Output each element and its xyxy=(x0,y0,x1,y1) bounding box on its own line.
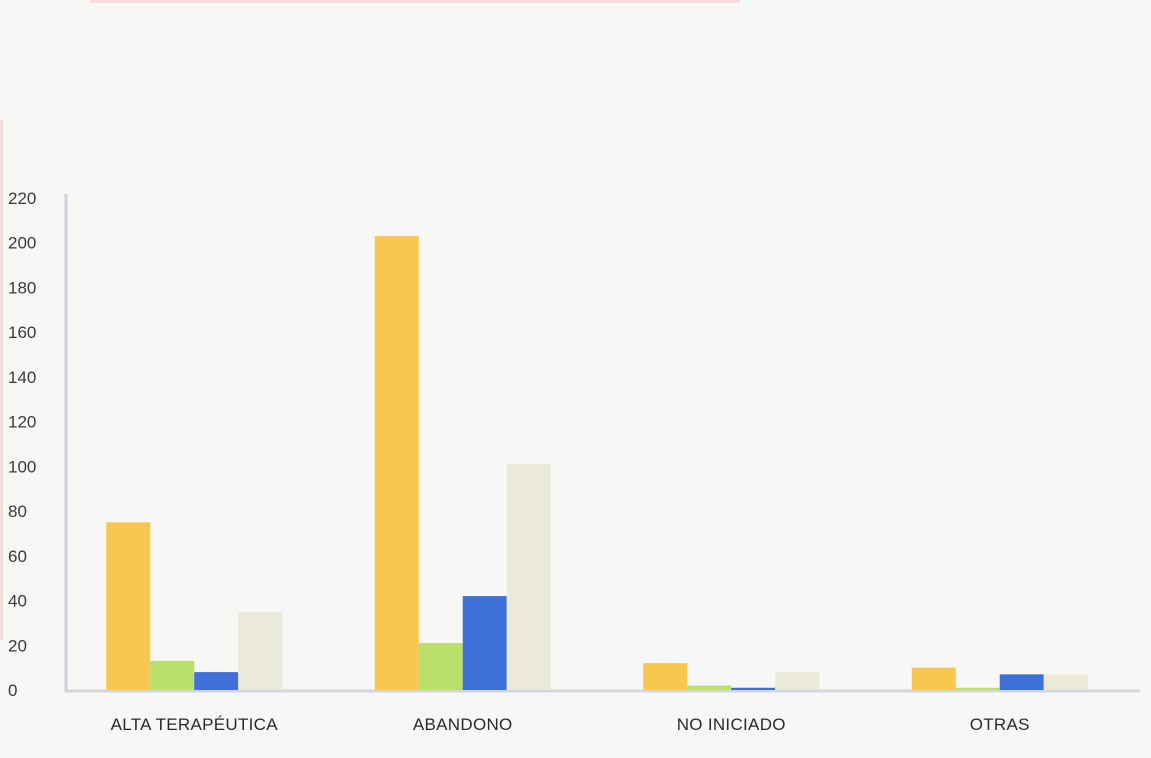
y-tick-label: 220 xyxy=(8,189,36,208)
bars xyxy=(106,236,1088,690)
bar-alta-terapéutica-s3 xyxy=(194,672,239,690)
y-tick-label: 0 xyxy=(8,681,17,700)
bar-alta-terapéutica-s1 xyxy=(106,522,151,690)
bar-abandono-s1 xyxy=(374,236,419,690)
bar-alta-terapéutica-s4 xyxy=(238,611,283,690)
y-axis: 0 20 40 60 80 100 120 140 160 180 200 220 xyxy=(8,189,68,700)
top-edge-mark xyxy=(90,0,740,3)
y-tick-label: 200 xyxy=(8,234,36,253)
category-label: ABANDONO xyxy=(413,715,513,734)
bar-otras-s3 xyxy=(999,674,1044,690)
y-tick-label: 80 xyxy=(8,502,27,521)
bar-no-iniciado-s2 xyxy=(687,685,732,690)
y-tick-label: 100 xyxy=(8,457,36,476)
bar-alta-terapéutica-s2 xyxy=(150,660,195,690)
bar-no-iniciado-s4 xyxy=(775,672,820,690)
category-label: ALTA TERAPÉUTICA xyxy=(111,715,279,734)
y-tick-label: 160 xyxy=(8,323,36,342)
category-labels: ALTA TERAPÉUTICA ABANDONO NO INICIADO OTRAS xyxy=(111,715,1030,734)
bar-otras-s1 xyxy=(911,667,956,690)
category-label: OTRAS xyxy=(970,715,1030,734)
y-tick-label: 140 xyxy=(8,368,36,387)
category-label: NO INICIADO xyxy=(677,715,786,734)
bar-abandono-s3 xyxy=(462,596,507,690)
bar-otras-s2 xyxy=(955,687,1000,690)
bar-otras-s4 xyxy=(1043,674,1088,690)
y-tick-label: 40 xyxy=(8,592,27,611)
y-tick-label: 60 xyxy=(8,547,27,566)
left-edge-mark xyxy=(0,120,3,640)
y-tick-label: 120 xyxy=(8,413,36,432)
bar-no-iniciado-s3 xyxy=(731,687,776,690)
bar-abandono-s2 xyxy=(418,643,463,690)
y-tick-label: 180 xyxy=(8,278,36,297)
y-tick-label: 20 xyxy=(8,636,27,655)
bar-no-iniciado-s1 xyxy=(643,663,688,690)
bar-abandono-s4 xyxy=(506,464,551,690)
